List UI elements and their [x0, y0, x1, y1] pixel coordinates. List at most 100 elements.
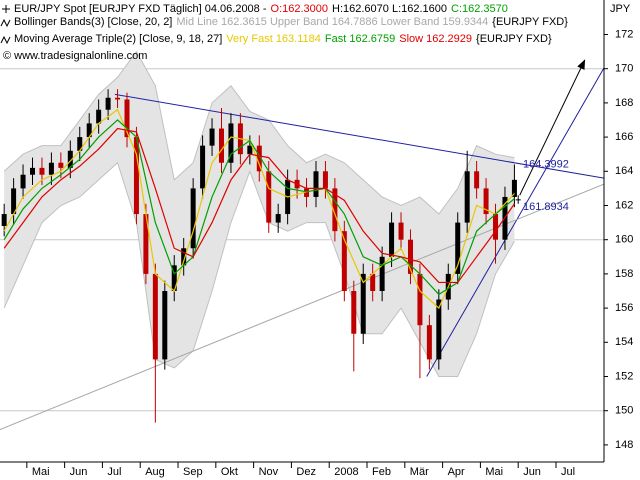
candle-body	[332, 188, 338, 232]
icon	[0, 18, 11, 28]
y-tick-label: 150	[615, 405, 633, 417]
candle-body	[275, 214, 281, 223]
candle-body	[256, 145, 262, 172]
legend-line: © www.tradesignalonline.com	[3, 50, 147, 62]
x-tick-label: 2008	[334, 466, 358, 478]
x-tick-label: Aug	[145, 466, 165, 478]
x-tick-label: Jun	[523, 466, 541, 478]
legend-text: {EURJPY FXD}	[476, 33, 552, 45]
candle-body	[181, 248, 187, 266]
candle-body	[58, 162, 64, 168]
annotation: 164.3992	[523, 158, 569, 170]
candle-body	[515, 199, 521, 201]
legend-line: EUR/JPY Spot [EURJPY FXD Täglich] 04.06.…	[14, 3, 508, 15]
legend-text: EUR/JPY Spot [EURJPY FXD Täglich] 04.06.…	[14, 3, 267, 15]
trendline	[114, 93, 604, 179]
candle-body	[351, 290, 357, 334]
icon	[2, 5, 10, 13]
y-tick-label: 164	[615, 165, 633, 177]
annotation: 161.8934	[523, 201, 569, 213]
x-tick-label: Sep	[183, 466, 203, 478]
candle-body	[464, 171, 470, 223]
y-tick-label: 172	[615, 28, 633, 40]
candle-body	[322, 171, 328, 189]
y-tick-label: 170	[615, 63, 633, 75]
candle-body	[105, 97, 111, 110]
candle-body	[152, 273, 158, 360]
candle-body	[483, 188, 489, 215]
legend-line: Bollinger Bands(3) [Close, 20, 2] Mid Lin…	[14, 16, 568, 28]
candle-body	[455, 222, 461, 274]
candle-body	[341, 231, 347, 291]
legend-text: © www.tradesignalonline.com	[3, 50, 147, 62]
x-tick-label: Mär	[410, 466, 429, 478]
icon	[0, 35, 11, 45]
x-tick-label: Okt	[221, 466, 238, 478]
candle-body	[304, 188, 310, 197]
x-tick-label: Nov	[259, 466, 279, 478]
candle-body	[20, 174, 26, 189]
candle-body	[417, 273, 423, 326]
y-tick-label: 168	[615, 97, 633, 109]
candle-body	[436, 299, 442, 360]
legend-text: C:162.3570	[451, 3, 508, 15]
x-tick-label: Dez	[296, 466, 316, 478]
legend-text: Very Fast 163.1184	[226, 33, 321, 45]
y-tick-label: 160	[615, 234, 633, 246]
candle-body	[200, 145, 206, 189]
candle-body	[398, 222, 404, 240]
overlay: EUR/JPY Spot [EURJPY FXD Täglich] 04.06.…	[3, 3, 633, 478]
band-line	[3, 50, 515, 215]
legend-text: O:162.3000	[271, 3, 329, 15]
legend-line: Moving Average Triple(2) [Close, 9, 18, …	[14, 33, 552, 45]
candle-body	[209, 128, 215, 146]
candle-body	[96, 109, 102, 124]
candle-body	[11, 188, 17, 215]
moving-average	[3, 108, 515, 310]
trendline	[519, 59, 586, 196]
candle-body	[30, 167, 36, 175]
x-tick-label: Jun	[70, 466, 88, 478]
y-tick-label: 152	[615, 370, 633, 382]
candle-body	[124, 99, 130, 138]
legend-text: Moving Average Triple(2) [Close, 9, 18, …	[14, 33, 222, 45]
x-tick-label: Jul	[561, 466, 575, 478]
candle-body	[370, 273, 376, 291]
legend-text: Slow 162.2929	[399, 33, 472, 45]
x-tick-label: Mai	[485, 466, 503, 478]
y-axis-label: JPY	[610, 3, 631, 15]
candle-body	[228, 123, 234, 163]
candle-body	[266, 171, 272, 223]
candle-body	[1, 214, 7, 227]
candle-body	[493, 214, 499, 240]
candle-body	[426, 325, 432, 360]
y-tick-label: 148	[615, 439, 633, 451]
candle-body	[360, 273, 366, 334]
x-tick-label: Jul	[107, 466, 121, 478]
legend-text: {EURJPY FXD}	[492, 16, 568, 28]
candle-body	[115, 97, 121, 100]
x-tick-label: Apr	[448, 466, 465, 478]
y-tick-label: 156	[615, 302, 633, 314]
candle-body	[379, 256, 385, 291]
candle-body	[67, 150, 73, 168]
candle-body	[143, 214, 149, 274]
candle-body	[247, 145, 253, 155]
x-tick-label: Feb	[372, 466, 391, 478]
candle-body	[407, 239, 413, 274]
x-tick-label: Mai	[32, 466, 50, 478]
candle-body	[474, 171, 480, 189]
candle-body	[133, 137, 139, 215]
legend-text: Fast 162.6759	[325, 33, 395, 45]
moving-average	[3, 127, 515, 284]
y-tick-label: 166	[615, 131, 633, 143]
trendline	[426, 67, 604, 377]
legend-text: Bollinger Bands(3) [Close, 20, 2]	[14, 16, 172, 28]
legend-text: Mid Line 162.3615 Upper Band 164.7886 Lo…	[176, 16, 488, 28]
candle-body	[48, 162, 54, 175]
candle-body	[190, 188, 196, 249]
candle-body	[86, 123, 92, 138]
legend-icons	[0, 5, 11, 45]
candle-body	[389, 222, 395, 257]
candle-body	[313, 171, 319, 197]
